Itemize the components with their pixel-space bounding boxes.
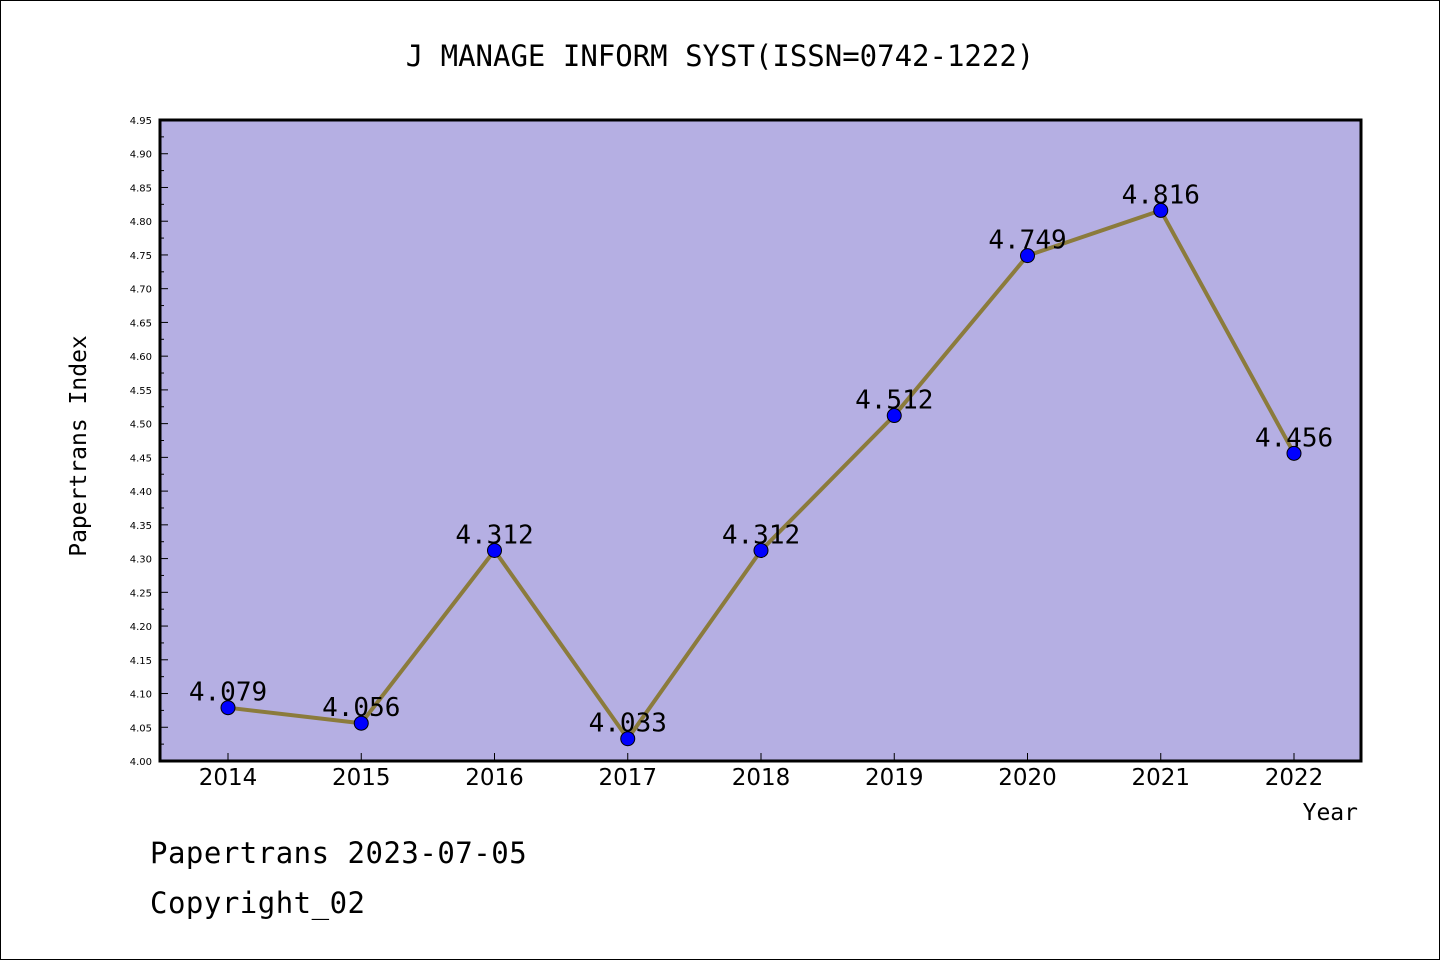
data-point (1020, 248, 1035, 264)
x-tick-label: 2019 (865, 765, 924, 791)
y-tick-label: 4.70 (130, 285, 152, 296)
y-tick-label: 4.40 (130, 487, 152, 498)
x-tick-label: 2014 (199, 765, 258, 791)
y-tick-label: 4.10 (130, 690, 152, 701)
data-label: 4.749 (988, 226, 1066, 256)
y-tick-label: 4.20 (130, 622, 152, 633)
x-tick-label: 2022 (1265, 765, 1324, 791)
y-tick-label: 4.80 (130, 217, 152, 228)
data-point (753, 542, 769, 558)
data-labels: 4.079 4.056 4.312 4.033 4.312 4.512 4.749 4.816… (189, 180, 1333, 738)
x-axis: 2014 2015 2016 2017 2018 2019 2020 2021 2022 (199, 753, 1324, 791)
data-label: 4.816 (1122, 180, 1200, 210)
x-axis-label: Year (1303, 800, 1358, 826)
y-tick-label: 4.00 (130, 757, 152, 768)
data-label: 4.033 (589, 709, 667, 739)
y-tick-label: 4.55 (130, 386, 152, 397)
series-group (220, 202, 1302, 747)
footer-date: Papertrans 2023-07-05 (150, 836, 528, 870)
data-label: 4.079 (189, 678, 267, 708)
data-label: 4.056 (322, 693, 400, 723)
y-tick-label: 4.05 (130, 723, 152, 734)
y-tick-label: 4.45 (130, 453, 152, 464)
x-tick-label: 2016 (465, 765, 524, 791)
data-point (487, 542, 502, 558)
data-label: 4.512 (855, 386, 933, 416)
y-tick-label: 4.75 (130, 251, 152, 262)
data-point (220, 700, 236, 716)
data-point (886, 408, 902, 424)
y-axis: 4.00 4.05 4.10 4.15 4.20 4.25 4.30 4.35 4.40 4.45… (130, 116, 168, 768)
y-tick-label: 4.15 (130, 656, 152, 667)
footer-copyright: Copyright_02 (150, 886, 366, 920)
x-tick-label: 2021 (1131, 765, 1190, 791)
y-tick-label: 4.25 (130, 588, 152, 599)
y-tick-label: 4.50 (130, 420, 152, 431)
data-point (620, 731, 636, 747)
y-tick-label: 4.30 (130, 555, 152, 566)
y-tick-label: 4.65 (130, 318, 152, 329)
data-label: 4.312 (455, 520, 533, 550)
y-tick-label: 4.35 (130, 521, 152, 532)
y-axis-label: Papertrans Index (66, 335, 92, 557)
x-tick-label: 2018 (732, 765, 791, 791)
data-point (1153, 202, 1169, 218)
y-tick-label: 4.60 (130, 352, 152, 363)
y-tick-label: 4.85 (130, 183, 152, 194)
y-tick-label: 4.90 (130, 150, 152, 161)
data-point (1286, 445, 1302, 461)
x-tick-label: 2017 (598, 765, 657, 791)
x-tick-label: 2015 (332, 765, 391, 791)
plot-area (158, 118, 1363, 763)
data-point (353, 715, 369, 731)
y-tick-label: 4.95 (130, 116, 152, 127)
chart-title: J MANAGE INFORM SYST(ISSN=0742-1222) (406, 39, 1035, 73)
data-label: 4.312 (722, 520, 800, 550)
x-tick-label: 2020 (998, 765, 1057, 791)
data-label: 4.456 (1255, 423, 1333, 453)
